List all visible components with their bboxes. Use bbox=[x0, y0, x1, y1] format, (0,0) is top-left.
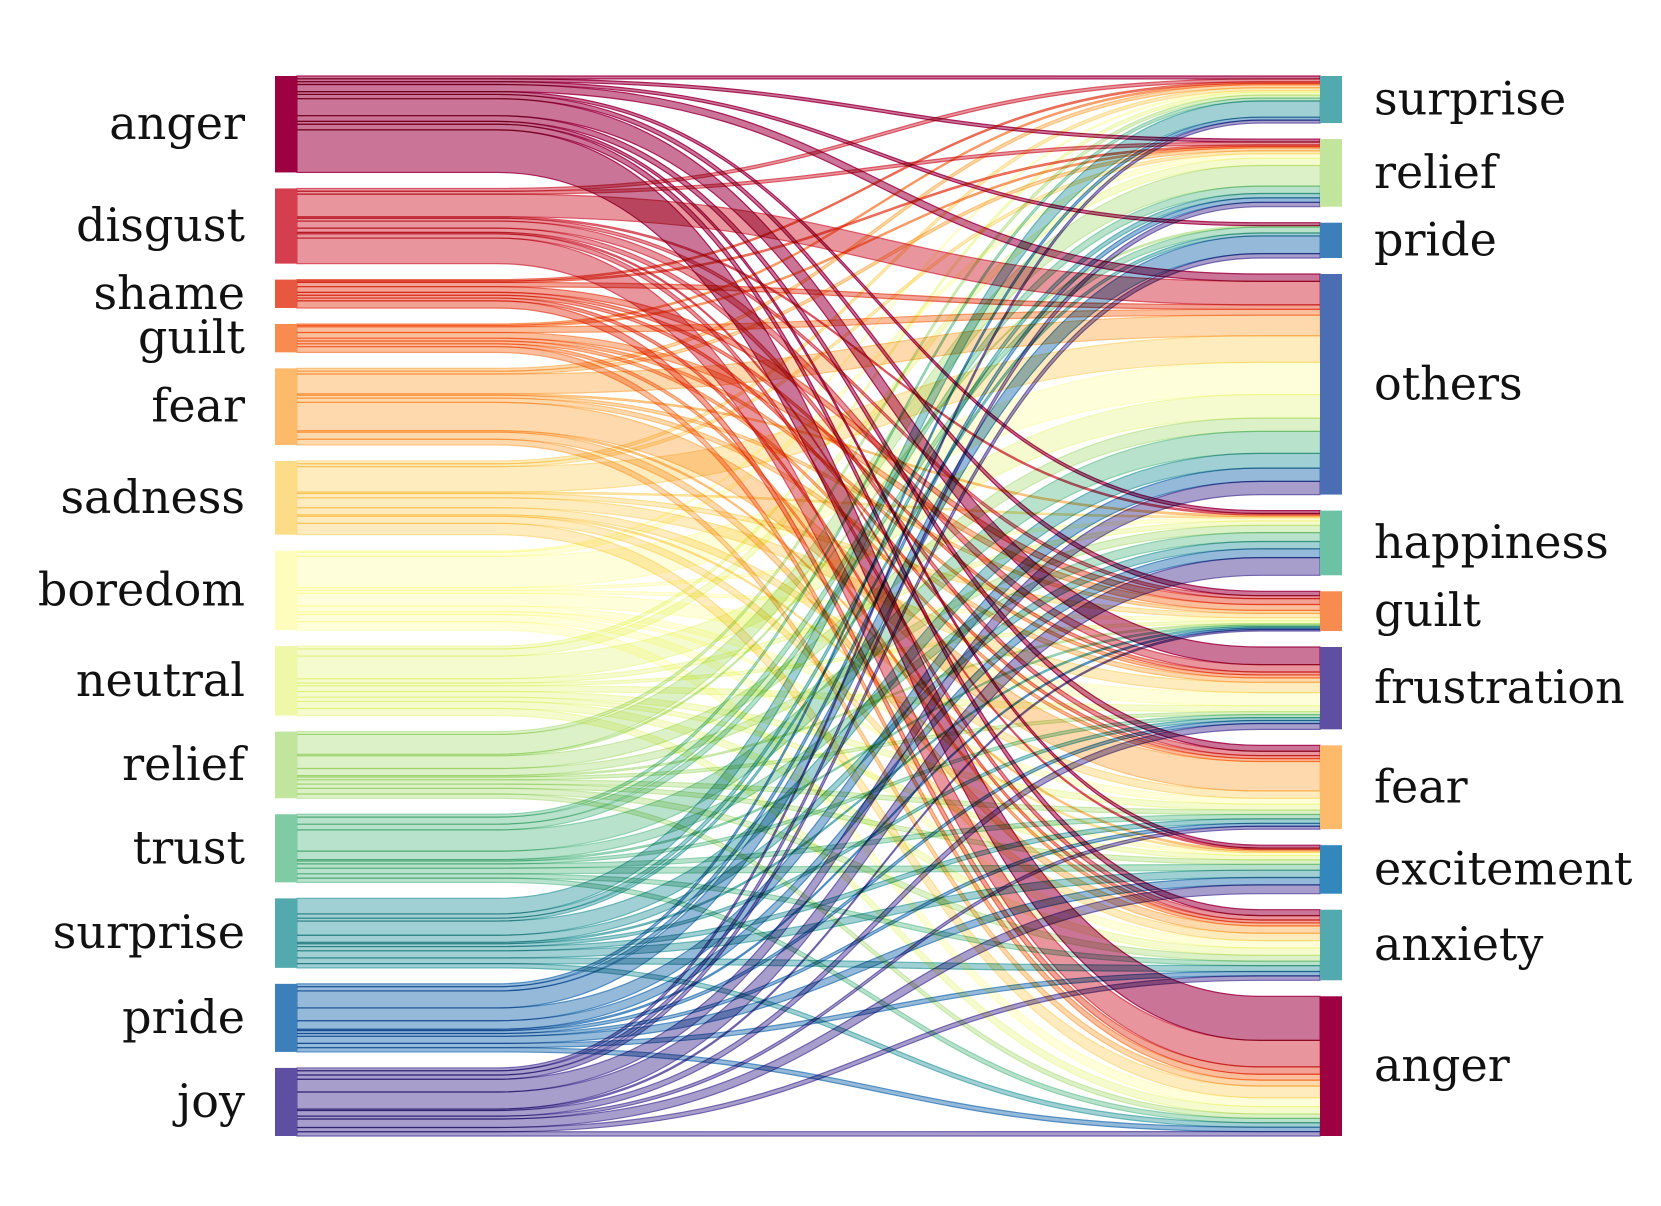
left-label-relief: relief bbox=[122, 737, 248, 791]
left-node-anger bbox=[275, 76, 297, 173]
right-node-pride bbox=[1320, 222, 1342, 258]
left-node-fear bbox=[275, 368, 297, 445]
left-label-anger: anger bbox=[109, 96, 245, 150]
left-node-relief bbox=[275, 731, 297, 799]
right-node-surprise bbox=[1320, 76, 1342, 124]
left-label-surprise: surprise bbox=[53, 905, 245, 959]
right-node-frustration bbox=[1320, 647, 1342, 730]
flow-joy-to-excitement bbox=[296, 884, 1321, 1129]
left-node-surprise bbox=[275, 898, 297, 968]
right-node-guilt bbox=[1320, 591, 1342, 631]
left-label-boredom: boredom bbox=[38, 562, 245, 616]
left-label-disgust: disgust bbox=[76, 198, 245, 252]
right-node-fear bbox=[1320, 745, 1342, 830]
left-label-pride: pride bbox=[122, 990, 245, 1044]
right-node-anxiety bbox=[1320, 909, 1342, 981]
flow-joy-to-relief bbox=[296, 201, 1321, 1076]
right-node-others bbox=[1320, 274, 1342, 495]
flow-joy-to-surprise bbox=[296, 119, 1321, 1072]
left-label-trust: trust bbox=[133, 820, 246, 874]
right-label-others: others bbox=[1374, 356, 1523, 410]
right-label-frustration: frustration bbox=[1374, 660, 1625, 714]
left-label-guilt: guilt bbox=[138, 310, 245, 364]
flow-joy-to-frustration bbox=[296, 722, 1321, 1117]
right-label-guilt: guilt bbox=[1374, 583, 1481, 637]
left-node-sadness bbox=[275, 460, 297, 535]
left-label-fear: fear bbox=[151, 379, 245, 433]
left-label-joy: joy bbox=[172, 1074, 245, 1128]
left-node-disgust bbox=[275, 188, 297, 264]
right-node-relief bbox=[1320, 139, 1342, 207]
left-node-joy bbox=[275, 1067, 297, 1136]
right-label-relief: relief bbox=[1374, 145, 1500, 199]
right-node-excitement bbox=[1320, 845, 1342, 894]
flows-layer bbox=[296, 75, 1321, 1137]
left-node-neutral bbox=[275, 646, 297, 716]
left-label-shame: shame bbox=[94, 266, 246, 320]
right-label-pride: pride bbox=[1374, 212, 1497, 266]
left-label-sadness: sadness bbox=[60, 470, 245, 524]
left-node-trust bbox=[275, 814, 297, 883]
right-node-anger bbox=[1320, 996, 1342, 1136]
right-label-happiness: happiness bbox=[1374, 515, 1609, 569]
left-node-shame bbox=[275, 279, 297, 308]
left-node-guilt bbox=[275, 323, 297, 353]
right-label-excitement: excitement bbox=[1374, 841, 1633, 895]
right-label-fear: fear bbox=[1374, 759, 1468, 813]
right-label-anxiety: anxiety bbox=[1374, 917, 1543, 971]
left-node-boredom bbox=[275, 550, 297, 631]
nodes-layer bbox=[275, 76, 1342, 1136]
left-node-pride bbox=[275, 983, 297, 1052]
labels-layer: angerdisgustshameguiltfearsadnessboredom… bbox=[38, 72, 1633, 1128]
left-label-neutral: neutral bbox=[76, 653, 245, 707]
right-label-anger: anger bbox=[1374, 1038, 1510, 1092]
right-label-surprise: surprise bbox=[1374, 72, 1566, 126]
flow-anger-to-surprise bbox=[296, 75, 1321, 80]
right-node-happiness bbox=[1320, 510, 1342, 576]
